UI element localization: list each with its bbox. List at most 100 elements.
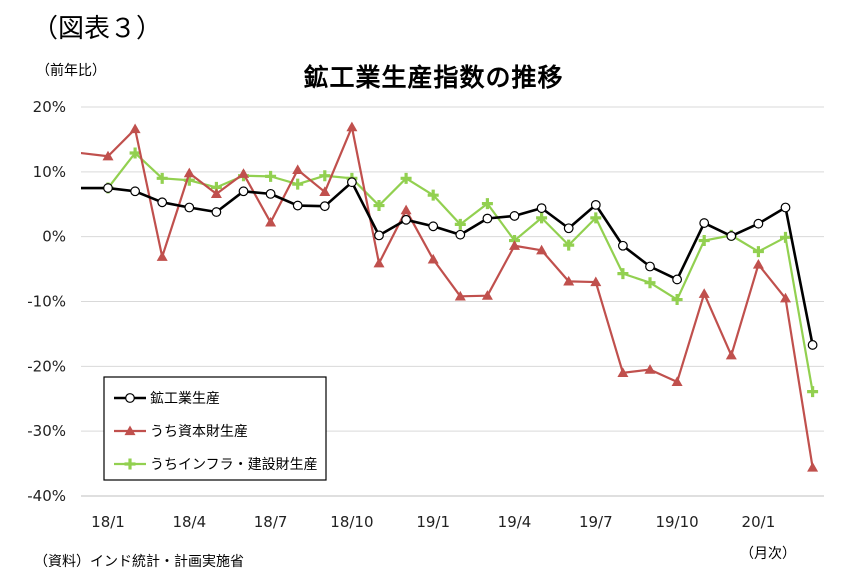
legend-label: うち資本財生産 [150,424,248,440]
x-tick-label: 18/1 [91,513,125,531]
data-point [238,186,249,197]
source-note: （資料）インド統計・計画実施省 [34,554,244,570]
x-axis-ticks: 18/1 18/4 18/7 18/10 19/1 19/4 19/7 19/10 20/1 [91,513,775,531]
legend-label: 鉱工業生産 [150,390,220,407]
y-unit-label: （前年比） [36,63,106,79]
data-point [563,239,575,251]
data-point [129,147,141,159]
data-point [481,198,493,210]
data-point [130,186,141,197]
data-point [183,167,195,178]
data-point [536,212,548,224]
data-point [672,274,682,285]
data-point [102,150,114,161]
data-point [157,197,168,208]
y-tick-label: -30% [27,422,66,440]
series-0 [81,177,818,350]
data-point [210,188,222,199]
data-point [644,364,656,374]
data-point [563,275,575,286]
data-point [481,290,493,300]
data-point [753,218,764,229]
y-tick-label: 20% [33,98,66,116]
data-point [265,188,276,199]
data-point [292,164,304,175]
y-tick-label: 0% [42,228,66,246]
data-point [671,294,683,306]
data-point [617,367,629,377]
x-tick-label: 18/7 [254,513,288,531]
data-point [400,204,412,215]
x-tick-label: 18/4 [172,513,206,531]
data-point [645,261,655,272]
data-point [374,230,384,241]
data-point [184,202,195,213]
data-point [807,340,818,350]
data-point [780,202,791,213]
x-unit-label: （月次） [740,546,796,562]
y-tick-label: -20% [27,357,66,375]
data-point [725,349,737,360]
data-point [373,200,385,212]
series-1 [81,121,819,472]
chart-title: 鉱工業生産指数の推移 [303,63,564,92]
legend-label: うちインフラ・建設財生産 [150,457,318,473]
data-point [454,290,466,301]
y-tick-label: 10% [33,163,66,181]
series-layer [81,121,819,472]
data-point [752,246,764,258]
data-point [807,386,819,398]
data-point [129,123,141,134]
data-point [752,259,764,269]
data-point [590,212,602,224]
data-point [265,216,277,227]
data-point [401,214,412,225]
data-point [373,257,385,268]
x-tick-label: 19/7 [579,513,613,531]
legend-item: うちインフラ・建設財生産 [114,457,318,473]
data-point [427,189,439,201]
data-point [238,168,249,178]
data-point [455,229,466,240]
data-point [454,218,466,230]
legend-item: うち資本財生産 [114,424,248,440]
data-point [618,240,628,251]
data-point [780,231,791,243]
data-point [563,223,574,234]
y-tick-label: -40% [27,487,66,505]
data-point [509,211,520,221]
data-point [347,177,357,188]
legend-item: 鉱工業生産 [114,390,220,407]
data-point [156,251,168,261]
data-point [346,121,358,132]
data-point [292,178,304,190]
y-tick-label: -10% [27,293,66,311]
data-point [319,186,331,197]
data-point [400,172,412,184]
data-point [780,292,791,303]
data-point [671,376,683,387]
data-point [211,207,222,217]
data-point [807,461,819,472]
data-point [125,393,135,403]
data-point [536,203,547,214]
data-point [698,288,710,298]
data-point [319,170,331,182]
figure-label: （図表３） [32,14,163,44]
data-point [103,183,113,193]
data-point [644,277,656,289]
series-line [81,125,814,468]
data-point [590,276,602,287]
data-point [699,218,710,228]
x-tick-label: 20/1 [742,513,776,531]
data-point [265,170,277,182]
data-point [617,268,629,280]
data-point [698,235,710,247]
data-point [509,240,520,250]
x-tick-label: 19/10 [655,513,698,531]
y-axis-ticks: 20% 10% 0% -10% -20% -30% -40% [27,98,66,505]
data-point [427,253,439,264]
x-tick-label: 19/1 [416,513,450,531]
